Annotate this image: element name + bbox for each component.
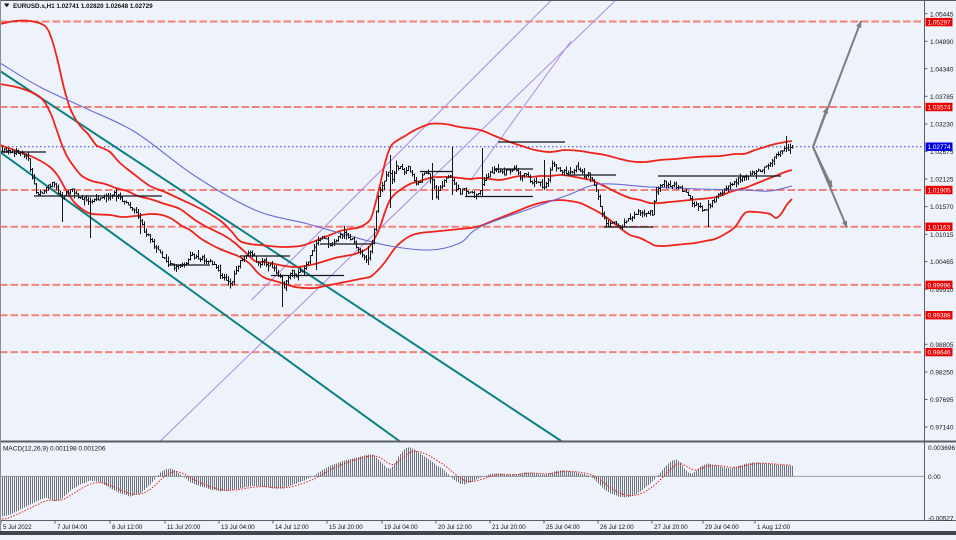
svg-text:21 Jul 20:00: 21 Jul 20:00 — [492, 524, 526, 531]
svg-text:14 Jul 12:00: 14 Jul 12:00 — [275, 524, 309, 531]
svg-text:0.97695: 0.97695 — [930, 397, 954, 404]
svg-text:15 Jul 20:00: 15 Jul 20:00 — [329, 524, 363, 531]
svg-text:1.01905: 1.01905 — [928, 188, 952, 195]
svg-text:0.97140: 0.97140 — [930, 425, 954, 432]
svg-text:13 Jul 04:00: 13 Jul 04:00 — [221, 524, 255, 531]
svg-text:1 Aug 12:00: 1 Aug 12:00 — [757, 524, 791, 531]
svg-text:1.01015: 1.01015 — [930, 232, 954, 239]
svg-text:1.01163: 1.01163 — [928, 224, 951, 231]
svg-text:27 Jul 20:00: 27 Jul 20:00 — [654, 524, 688, 531]
svg-text:11 Jul 20:00: 11 Jul 20:00 — [167, 524, 201, 531]
svg-text:8 Jul 12:00: 8 Jul 12:00 — [112, 524, 143, 531]
svg-text:19 Jul 04:00: 19 Jul 04:00 — [384, 524, 418, 531]
svg-text:0.98250: 0.98250 — [930, 370, 954, 377]
svg-text:1.03574: 1.03574 — [928, 105, 952, 112]
svg-text:20 Jul 12:00: 20 Jul 12:00 — [438, 524, 472, 531]
svg-text:0.99996: 0.99996 — [928, 282, 952, 289]
svg-text:EURUSD.s,H1 1.02741 1.02820 1: EURUSD.s,H1 1.02741 1.02820 1.02648 1.02… — [13, 3, 153, 10]
svg-text:29 Jul 04:00: 29 Jul 04:00 — [705, 524, 739, 531]
svg-text:1.02125: 1.02125 — [930, 177, 954, 184]
svg-text:1.01570: 1.01570 — [930, 204, 954, 211]
svg-text:1.05445: 1.05445 — [930, 11, 954, 18]
svg-text:1.03785: 1.03785 — [930, 94, 954, 101]
svg-text:7 Jul 04:00: 7 Jul 04:00 — [57, 524, 88, 531]
svg-text:26 Jul 12:00: 26 Jul 12:00 — [600, 524, 634, 531]
svg-text:25 Jul 04:00: 25 Jul 04:00 — [546, 524, 580, 531]
svg-text:1.05297: 1.05297 — [928, 20, 952, 27]
svg-text:5 Jul 2022: 5 Jul 2022 — [3, 524, 32, 531]
svg-text:0.98805: 0.98805 — [930, 342, 954, 349]
svg-text:1.03230: 1.03230 — [930, 122, 954, 129]
svg-text:1.04890: 1.04890 — [930, 39, 954, 46]
svg-text:1.00465: 1.00465 — [930, 259, 954, 266]
svg-text:0.00: 0.00 — [928, 474, 941, 481]
svg-text:1.02774: 1.02774 — [928, 144, 952, 151]
svg-text:1.02675: 1.02675 — [930, 149, 954, 156]
svg-text:0.98646: 0.98646 — [928, 350, 952, 357]
svg-text:0.99910: 0.99910 — [930, 287, 954, 294]
svg-text:MACD(12,26,9) 0.001198 0.00120: MACD(12,26,9) 0.001198 0.001206 — [3, 446, 106, 453]
svg-text:-0.00527: -0.00527 — [928, 515, 954, 522]
svg-text:0.99388: 0.99388 — [928, 313, 952, 320]
svg-text:0.003696: 0.003696 — [928, 445, 955, 452]
svg-text:1.04340: 1.04340 — [930, 66, 954, 73]
